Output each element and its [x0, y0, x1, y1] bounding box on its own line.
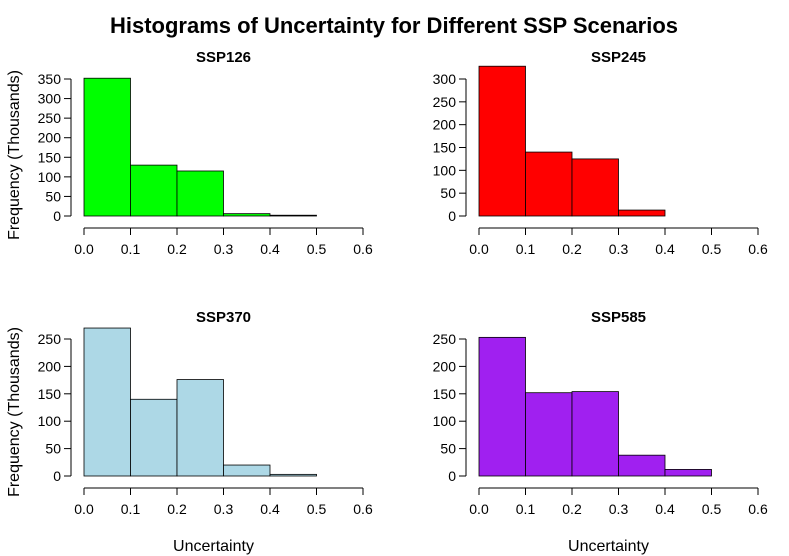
histogram-bar — [664, 469, 712, 477]
x-tick-label: 0.0 — [469, 501, 489, 517]
panel-ssp585: SSP585 0 50 100 150 200 250 0.0 0.1 0.2 0.3 0.4 0.5 0… — [433, 309, 768, 555]
x-tick-label: 0.0 — [74, 241, 94, 257]
panels: SSP126 0 50 100 150 200 250 300 350 0.0 0.1 0.2 0.3 0… — [6, 49, 768, 555]
histogram-bar — [83, 327, 131, 477]
y-tick-label: 0 — [53, 468, 61, 484]
x-tick-label: 0.4 — [260, 241, 280, 257]
histogram-bar — [130, 164, 178, 217]
histogram-bar — [525, 151, 573, 217]
x-tick-label: 0.5 — [307, 501, 327, 517]
x-tick-label: 0.3 — [214, 241, 234, 257]
panel-title: SSP370 — [196, 309, 251, 326]
x-tick-label: 0.5 — [702, 241, 722, 257]
y-tick-label: 100 — [433, 162, 457, 178]
histogram-bar — [571, 158, 619, 217]
x-tick-label: 0.5 — [702, 501, 722, 517]
y-tick-label: 300 — [38, 91, 62, 107]
histogram-bar — [571, 391, 619, 477]
panel-title: SSP126 — [196, 49, 251, 66]
x-tick-label: 0.0 — [469, 241, 489, 257]
y-tick-label: 150 — [38, 386, 62, 402]
y-tick-label: 100 — [38, 413, 62, 429]
figure-title: Histograms of Uncertainty for Different … — [110, 13, 678, 38]
x-tick-label: 0.3 — [214, 501, 234, 517]
y-tick-label: 150 — [433, 140, 457, 156]
histogram-bar — [176, 379, 224, 477]
y-tick-label: 350 — [38, 71, 62, 87]
x-tick-label: 0.1 — [516, 501, 536, 517]
x-tick-label: 0.1 — [121, 241, 141, 257]
y-axis-label: Frequency (Thousands) — [6, 327, 23, 497]
x-tick-label: 0.3 — [609, 241, 629, 257]
x-tick-label: 0.6 — [748, 501, 768, 517]
y-tick-label: 200 — [38, 358, 62, 374]
histogram-bar — [618, 209, 666, 217]
x-tick-label: 0.4 — [260, 501, 280, 517]
histogram-bar — [618, 454, 666, 477]
y-tick-label: 0 — [448, 468, 456, 484]
y-tick-label: 50 — [440, 441, 456, 457]
panel-ssp370: SSP370 0 50 100 150 200 250 0.0 0.1 0.2 0.3 0.4 0.5 0… — [6, 309, 373, 555]
y-tick-label: 150 — [433, 386, 457, 402]
x-tick-label: 0.1 — [121, 501, 141, 517]
histogram-bar — [269, 214, 317, 217]
panel-title: SSP585 — [591, 309, 646, 326]
y-tick-label: 250 — [433, 94, 457, 110]
y-tick-label: 100 — [433, 413, 457, 429]
histogram-bar — [130, 398, 178, 477]
x-axis-label: Uncertainty — [568, 538, 649, 555]
y-tick-label: 200 — [38, 130, 62, 146]
histogram-bar — [478, 65, 526, 217]
y-tick-label: 50 — [45, 188, 61, 204]
x-tick-label: 0.2 — [562, 241, 582, 257]
x-tick-label: 0.6 — [353, 241, 373, 257]
panel-title: SSP245 — [591, 49, 646, 66]
y-tick-label: 50 — [45, 441, 61, 457]
x-tick-label: 0.1 — [516, 241, 536, 257]
histogram-bar — [223, 464, 271, 477]
y-tick-label: 0 — [448, 208, 456, 224]
x-tick-label: 0.2 — [167, 501, 187, 517]
histogram-bar — [269, 473, 317, 477]
x-axis-label: Uncertainty — [173, 538, 254, 555]
histogram-bar — [478, 336, 526, 477]
y-tick-label: 200 — [433, 358, 457, 374]
x-tick-label: 0.3 — [609, 501, 629, 517]
y-tick-label: 50 — [440, 185, 456, 201]
x-tick-label: 0.6 — [353, 501, 373, 517]
panel-ssp126: SSP126 0 50 100 150 200 250 300 350 0.0 0.1 0.2 0.3 0… — [6, 49, 373, 257]
y-tick-label: 100 — [38, 169, 62, 185]
y-tick-label: 200 — [433, 117, 457, 133]
panel-ssp245: SSP245 0 50 100 150 200 250 300 0.0 0.1 0.2 0.3 0.4 0… — [433, 49, 768, 257]
x-tick-label: 0.0 — [74, 501, 94, 517]
y-tick-label: 300 — [433, 71, 457, 87]
x-tick-label: 0.6 — [748, 241, 768, 257]
x-tick-label: 0.4 — [655, 501, 675, 517]
y-tick-label: 250 — [38, 110, 62, 126]
y-axis-label: Frequency (Thousands) — [6, 70, 23, 240]
histogram-bar — [223, 213, 271, 217]
x-tick-label: 0.2 — [167, 241, 187, 257]
histogram-bar — [525, 392, 573, 477]
x-tick-label: 0.4 — [655, 241, 675, 257]
x-tick-label: 0.2 — [562, 501, 582, 517]
y-tick-label: 0 — [53, 208, 61, 224]
y-tick-label: 150 — [38, 149, 62, 165]
x-tick-label: 0.5 — [307, 241, 327, 257]
y-tick-label: 250 — [433, 331, 457, 347]
histogram-bar — [83, 77, 131, 217]
histogram-bar — [176, 170, 224, 217]
y-tick-label: 250 — [38, 331, 62, 347]
